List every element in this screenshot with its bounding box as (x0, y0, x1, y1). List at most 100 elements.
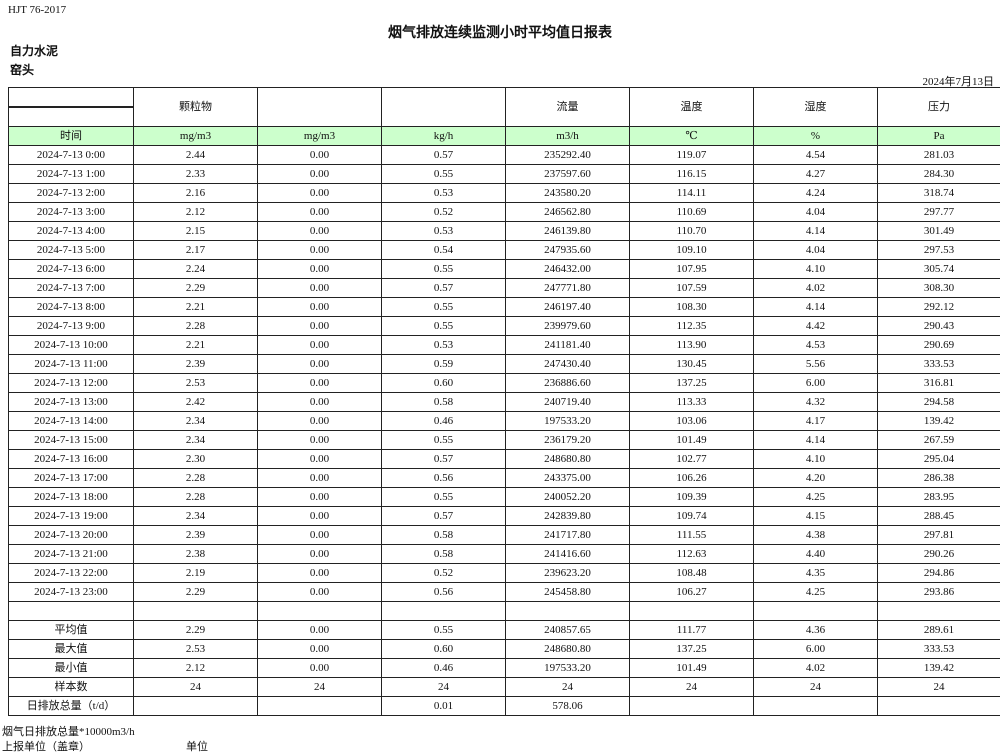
value-cell: 0.57 (382, 279, 506, 298)
value-cell: 109.39 (630, 488, 754, 507)
empty-cell (630, 602, 754, 621)
value-cell: 295.04 (878, 450, 1000, 469)
value-cell: 0.00 (258, 165, 382, 184)
value-cell: 288.45 (878, 507, 1000, 526)
value-cell: 246432.00 (506, 260, 630, 279)
header-row: 颗粒物 流量 温度 湿度 压力 (9, 88, 1000, 108)
value-cell: 0.55 (382, 317, 506, 336)
value-cell: 237597.60 (506, 165, 630, 184)
value-cell: 0.00 (258, 526, 382, 545)
value-cell: 2.53 (134, 374, 258, 393)
value-cell: 0.00 (258, 659, 382, 678)
value-cell: 247935.60 (506, 241, 630, 260)
value-cell: 246197.40 (506, 298, 630, 317)
value-cell: 4.32 (754, 393, 878, 412)
unit-cell: % (754, 127, 878, 146)
row-label: 2024-7-13 18:00 (9, 488, 134, 507)
value-cell: 236886.60 (506, 374, 630, 393)
empty-cell (506, 602, 630, 621)
row-label: 2024-7-13 19:00 (9, 507, 134, 526)
value-cell: 0.56 (382, 469, 506, 488)
value-cell: 4.10 (754, 450, 878, 469)
value-cell: 0.00 (258, 545, 382, 564)
value-cell: 2.28 (134, 488, 258, 507)
row-label: 2024-7-13 17:00 (9, 469, 134, 488)
unit-cell: ℃ (630, 127, 754, 146)
value-cell: 2.34 (134, 412, 258, 431)
row-label: 2024-7-13 12:00 (9, 374, 134, 393)
value-cell: 112.35 (630, 317, 754, 336)
value-cell: 2.53 (134, 640, 258, 659)
value-cell: 2.29 (134, 621, 258, 640)
unit-cell: m3/h (506, 127, 630, 146)
value-cell: 246139.80 (506, 222, 630, 241)
value-cell: 0.46 (382, 659, 506, 678)
value-cell: 0.00 (258, 621, 382, 640)
value-cell: 103.06 (630, 412, 754, 431)
header-cell: 温度 (630, 88, 754, 127)
value-cell: 106.27 (630, 583, 754, 602)
value-cell: 4.27 (754, 165, 878, 184)
value-cell: 0.55 (382, 298, 506, 317)
header-cell: 流量 (506, 88, 630, 127)
header-cell (258, 88, 382, 127)
row-label: 2024-7-13 13:00 (9, 393, 134, 412)
row-label: 2024-7-13 20:00 (9, 526, 134, 545)
value-cell: 130.45 (630, 355, 754, 374)
value-cell: 246562.80 (506, 203, 630, 222)
unit-cell: Pa (878, 127, 1000, 146)
header-corner-top (9, 88, 134, 108)
value-cell: 4.36 (754, 621, 878, 640)
value-cell: 283.95 (878, 488, 1000, 507)
unit-cell: kg/h (382, 127, 506, 146)
value-cell: 281.03 (878, 146, 1000, 165)
value-cell: 6.00 (754, 640, 878, 659)
value-cell: 4.15 (754, 507, 878, 526)
value-cell: 4.14 (754, 298, 878, 317)
value-cell: 247430.40 (506, 355, 630, 374)
value-cell (258, 697, 382, 716)
value-cell: 305.74 (878, 260, 1000, 279)
value-cell: 0.00 (258, 355, 382, 374)
value-cell: 110.70 (630, 222, 754, 241)
value-cell: 101.49 (630, 659, 754, 678)
footer-note: 烟气日排放总量*10000m3/h (0, 725, 1000, 740)
value-cell: 0.00 (258, 203, 382, 222)
value-cell: 243580.20 (506, 184, 630, 203)
value-cell: 4.02 (754, 659, 878, 678)
value-cell: 2.44 (134, 146, 258, 165)
value-cell: 284.30 (878, 165, 1000, 184)
value-cell: 2.29 (134, 279, 258, 298)
value-cell: 111.55 (630, 526, 754, 545)
value-cell: 107.59 (630, 279, 754, 298)
value-cell: 0.57 (382, 146, 506, 165)
value-cell: 267.59 (878, 431, 1000, 450)
monitoring-unit: 窑头 (10, 61, 34, 78)
value-cell: 2.17 (134, 241, 258, 260)
value-cell: 239623.20 (506, 564, 630, 583)
value-cell: 2.19 (134, 564, 258, 583)
row-label: 2024-7-13 11:00 (9, 355, 134, 374)
value-cell: 318.74 (878, 184, 1000, 203)
row-label: 样本数 (9, 678, 134, 697)
unit-cell: mg/m3 (258, 127, 382, 146)
value-cell: 109.74 (630, 507, 754, 526)
value-cell: 0.53 (382, 222, 506, 241)
value-cell: 0.01 (382, 697, 506, 716)
value-cell: 297.77 (878, 203, 1000, 222)
value-cell: 316.81 (878, 374, 1000, 393)
value-cell: 116.15 (630, 165, 754, 184)
value-cell: 4.04 (754, 203, 878, 222)
value-cell: 297.53 (878, 241, 1000, 260)
value-cell: 0.00 (258, 241, 382, 260)
